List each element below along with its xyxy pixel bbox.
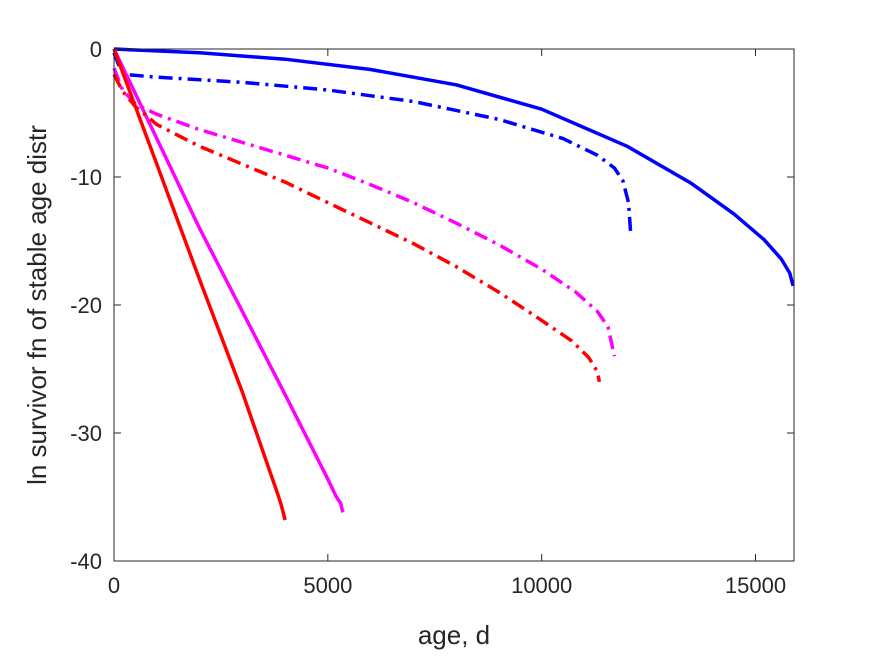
y-tick-label-5: -40	[70, 549, 102, 574]
y-tick-label-1: 0	[90, 37, 102, 62]
series-layer	[112, 47, 795, 521]
x-tick-label-3: 10000	[511, 573, 572, 598]
series-line-6	[112, 73, 602, 383]
x-tick-label-4: 15000	[725, 573, 786, 598]
x-axis-ticks: 0 5000 10000 15000	[108, 49, 786, 598]
plot-background	[114, 49, 794, 561]
x-axis-label: age, d	[418, 620, 490, 650]
y-tick-label-2: -10	[70, 165, 102, 190]
series-line-2	[112, 52, 633, 233]
y-tick-label-3: -20	[70, 293, 102, 318]
x-tick-label-2: 5000	[303, 573, 352, 598]
series-line-5	[112, 48, 287, 521]
y-tick-label-4: -30	[70, 421, 102, 446]
series-line-3	[112, 48, 345, 513]
x-tick-label-1: 0	[108, 573, 120, 598]
series-line-1	[113, 47, 795, 287]
y-axis-label: ln survivor fn of stable age distr	[22, 125, 52, 485]
series-line-4	[112, 67, 617, 357]
y-axis-ticks: 0 -10 -20 -30 -40	[70, 37, 794, 574]
